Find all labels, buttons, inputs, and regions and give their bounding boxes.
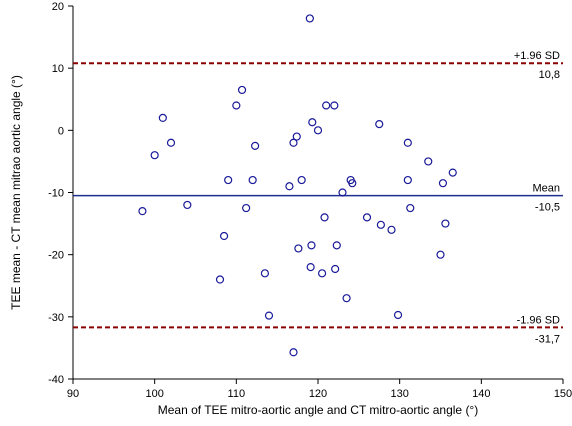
data-point xyxy=(403,138,412,147)
y-tick-label: -10 xyxy=(48,188,64,200)
y-axis-title: TEE mean - CT mean mitrao aortic angle (… xyxy=(9,75,23,310)
data-point xyxy=(406,203,415,213)
data-point xyxy=(317,269,327,278)
data-point xyxy=(183,200,192,210)
data-point xyxy=(313,126,323,135)
data-point xyxy=(251,141,260,150)
data-point xyxy=(332,241,341,250)
x-tick-label: 90 xyxy=(67,388,79,400)
data-point xyxy=(138,207,147,216)
data-point xyxy=(375,120,384,129)
data-point xyxy=(248,175,257,185)
data-point xyxy=(424,157,433,166)
data-point xyxy=(307,241,316,250)
data-point xyxy=(289,348,298,357)
x-axis-title: Mean of TEE mitro-aortic angle and CT mi… xyxy=(158,403,478,417)
data-point xyxy=(260,269,270,278)
data-point xyxy=(237,85,247,95)
data-point xyxy=(348,179,357,188)
data-point xyxy=(166,138,176,147)
x-tick-label: 140 xyxy=(472,388,490,400)
data-point xyxy=(441,219,450,228)
data-point xyxy=(322,101,331,110)
data-point xyxy=(330,101,339,110)
data-point xyxy=(292,132,301,141)
ref-line-label: -1.96 SD xyxy=(517,314,560,326)
data-point xyxy=(306,263,315,272)
reference-lines: +1.96 SD 10,8 Mean -10,5 -1.96 SD -31,7 xyxy=(73,50,563,345)
data-point xyxy=(285,182,294,191)
ref-line-value: -31,7 xyxy=(535,333,560,345)
ref-line-label: Mean xyxy=(532,183,560,195)
data-point xyxy=(342,294,351,303)
y-tick-label: -20 xyxy=(48,250,64,262)
x-tick-label: 130 xyxy=(390,388,408,400)
y-axis-ticks: 20 10 0 -10 -20 -30 -40 xyxy=(48,1,73,386)
data-point xyxy=(448,168,457,177)
data-point xyxy=(436,250,445,259)
data-point xyxy=(362,213,372,222)
data-point xyxy=(387,225,396,234)
x-axis-ticks: 90 100 110 120 130 140 150 xyxy=(67,379,572,400)
data-point xyxy=(320,213,329,222)
data-point xyxy=(294,244,303,253)
data-point xyxy=(393,310,403,320)
data-point xyxy=(215,275,225,284)
data-point xyxy=(289,138,298,147)
data-point xyxy=(438,179,448,188)
y-tick-label: 20 xyxy=(52,1,64,13)
x-tick-label: 110 xyxy=(228,388,246,400)
y-tick-label: 0 xyxy=(58,125,64,137)
data-point xyxy=(224,175,233,185)
data-point xyxy=(242,203,251,213)
plot-frame xyxy=(72,6,563,380)
data-point xyxy=(331,264,340,274)
data-point xyxy=(150,151,159,160)
data-point xyxy=(376,220,385,229)
data-point xyxy=(308,118,317,127)
x-tick-label: 150 xyxy=(554,388,572,400)
ref-line-value: 10,8 xyxy=(539,69,560,81)
data-points xyxy=(138,14,457,357)
ref-line-label: +1.96 SD xyxy=(514,50,560,62)
data-point xyxy=(338,188,347,197)
data-point xyxy=(403,175,412,185)
y-tick-label: -40 xyxy=(48,374,64,386)
y-tick-label: 10 xyxy=(52,63,64,75)
x-tick-label: 100 xyxy=(145,388,163,400)
data-point xyxy=(158,113,167,123)
data-point xyxy=(264,311,274,320)
data-point xyxy=(232,101,241,110)
ref-line-value: -10,5 xyxy=(535,202,560,214)
data-point xyxy=(297,175,306,185)
y-tick-label: -30 xyxy=(48,312,64,324)
data-point xyxy=(305,14,314,23)
x-tick-label: 120 xyxy=(309,388,327,400)
data-point xyxy=(219,231,229,241)
